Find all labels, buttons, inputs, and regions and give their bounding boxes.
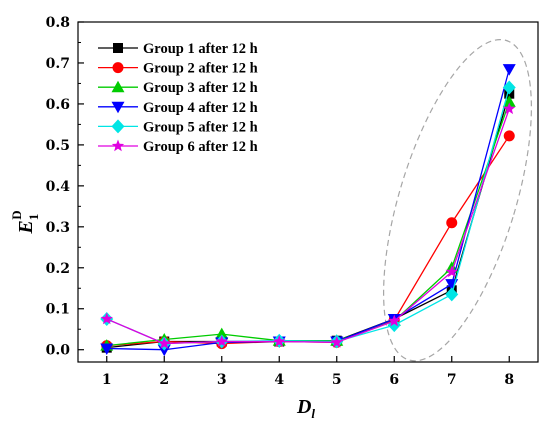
y-tick-label: 0.2 xyxy=(46,261,70,277)
x-tick-label: 2 xyxy=(159,372,169,388)
legend-swatch-marker xyxy=(111,80,125,93)
y-tick-label: 0.7 xyxy=(46,56,70,72)
data-point xyxy=(100,312,113,325)
legend-item: Group 1 after 12 h xyxy=(98,41,258,57)
data-point xyxy=(273,335,286,347)
series-line xyxy=(106,108,510,345)
data-point xyxy=(502,80,516,95)
data-point xyxy=(330,335,343,348)
legend-swatch-marker xyxy=(111,119,125,134)
legend-swatch-marker xyxy=(111,139,125,152)
legend-item: Group 2 after 12 h xyxy=(98,61,258,77)
legend-swatch-marker xyxy=(113,43,123,53)
data-point xyxy=(445,287,459,302)
plot-frame xyxy=(77,21,539,363)
y-tick-label: 0.8 xyxy=(46,15,70,31)
y-tick-label: 0.1 xyxy=(46,302,70,318)
y-tick-label: 0.4 xyxy=(46,179,71,195)
y-axis-title: E1D xyxy=(9,210,41,234)
x-axis-title: Dl xyxy=(296,396,315,421)
data-point xyxy=(215,335,228,347)
series-line xyxy=(106,135,510,347)
data-point xyxy=(158,337,171,349)
y-tick-label: 0.0 xyxy=(46,343,71,359)
legend-item: Group 3 after 12 h xyxy=(98,80,258,96)
data-point xyxy=(100,343,114,355)
legend-label: Group 4 after 12 h xyxy=(143,100,258,116)
x-tick-label: 4 xyxy=(274,372,284,388)
x-axis-title-sub: l xyxy=(311,406,315,421)
legend: Group 1 after 12 h Group 2 after 12 h Grou… xyxy=(98,41,258,155)
legend-label: Group 6 after 12 h xyxy=(143,139,258,155)
x-tick-label: 1 xyxy=(102,372,112,388)
data-point xyxy=(215,327,229,340)
data-point xyxy=(502,95,516,107)
y-tick-label: 0.5 xyxy=(46,138,70,154)
data-point xyxy=(502,64,516,76)
y-axis-title-main: E xyxy=(15,220,37,234)
x-axis-title-main: D xyxy=(296,396,311,418)
legend-swatch-marker xyxy=(111,101,125,114)
data-point xyxy=(388,314,401,327)
y-axis-title-sup: D xyxy=(9,210,24,219)
data-point xyxy=(446,217,458,229)
legend-label: Group 1 after 12 h xyxy=(143,41,258,57)
legend-label: Group 5 after 12 h xyxy=(143,119,258,135)
series-group xyxy=(100,102,516,349)
legend-label: Group 2 after 12 h xyxy=(143,61,258,77)
series-group xyxy=(101,130,515,352)
x-tick-label: 8 xyxy=(504,372,514,388)
x-tick-label: 5 xyxy=(332,372,342,388)
x-tick-label: 6 xyxy=(389,372,399,388)
data-point xyxy=(445,265,458,278)
y-tick-label: 0.3 xyxy=(46,220,70,236)
y-tick-label: 0.6 xyxy=(46,97,70,113)
y-axis-title-sub: 1 xyxy=(26,214,41,221)
data-point xyxy=(503,130,515,142)
highlight-ellipse xyxy=(383,38,532,362)
legend-item: Group 4 after 12 h xyxy=(98,100,258,116)
legend-label: Group 3 after 12 h xyxy=(143,80,258,96)
x-tick-label: 7 xyxy=(447,372,457,388)
legend-swatch-marker xyxy=(112,62,124,74)
legend-item: Group 6 after 12 h xyxy=(98,139,258,155)
x-tick-label: 3 xyxy=(217,372,227,388)
data-point xyxy=(503,102,516,115)
legend-item: Group 5 after 12 h xyxy=(98,119,258,135)
